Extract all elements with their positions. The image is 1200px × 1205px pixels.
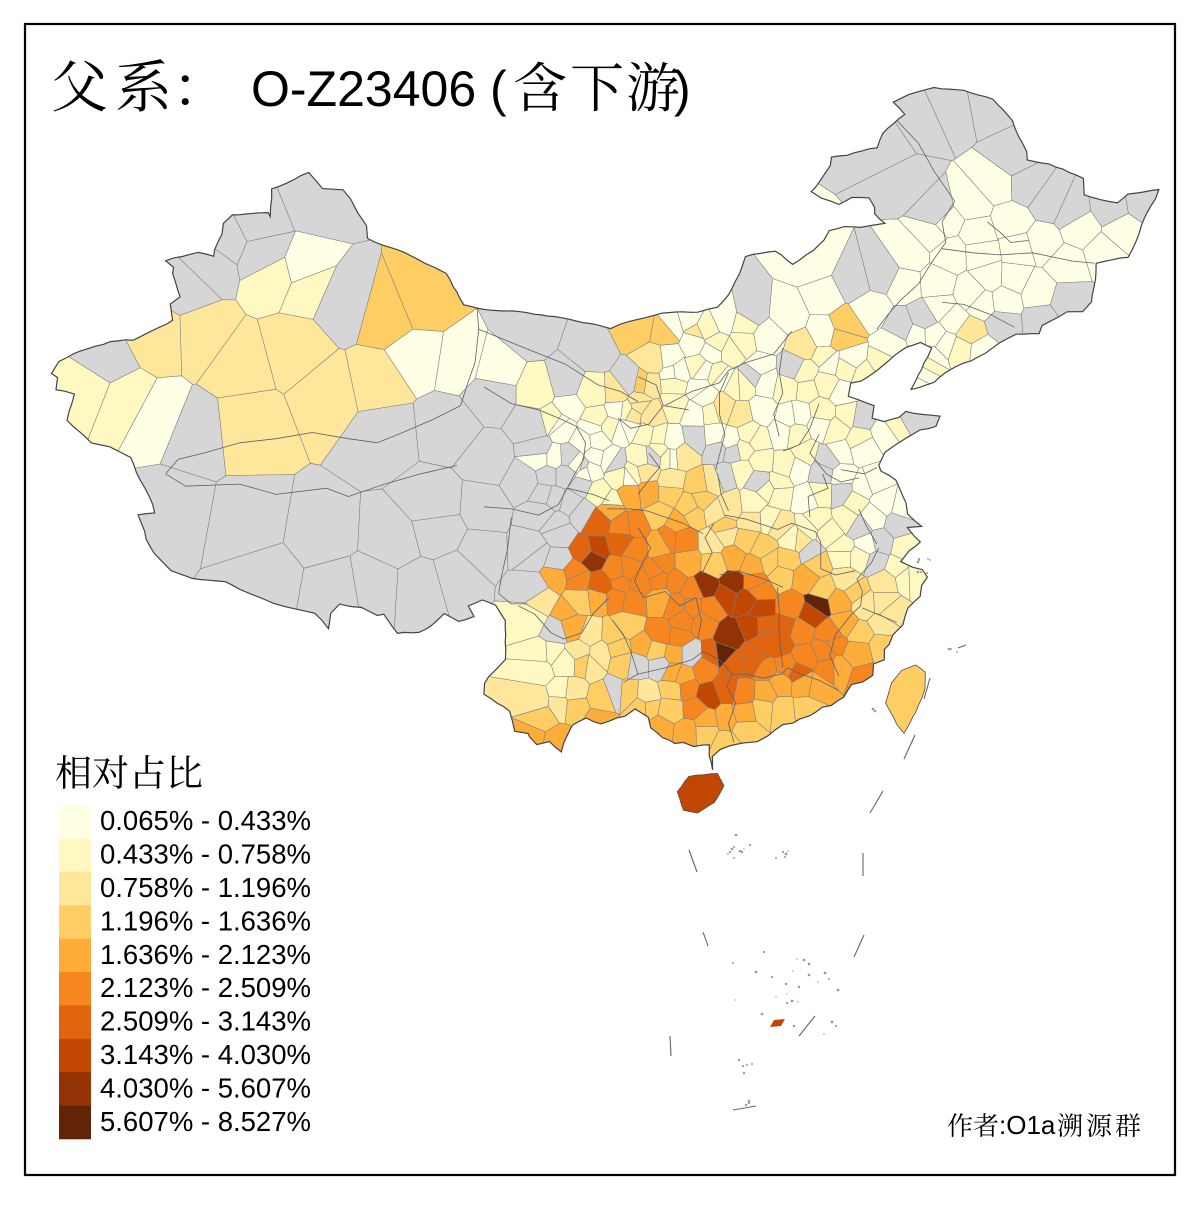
svg-text::O1a: :O1a — [999, 1110, 1056, 1140]
svg-text:4.030% - 5.607%: 4.030% - 5.607% — [100, 1072, 311, 1103]
svg-text:1.636% - 2.123%: 1.636% - 2.123% — [100, 939, 311, 970]
svg-text:0.433% - 0.758%: 0.433% - 0.758% — [100, 839, 311, 870]
svg-text:5.607% - 8.527%: 5.607% - 8.527% — [100, 1106, 311, 1137]
svg-text:2.123% - 2.509%: 2.123% - 2.509% — [100, 972, 311, 1003]
svg-text:1.196% - 1.636%: 1.196% - 1.636% — [100, 905, 311, 936]
svg-text:0.758% - 1.196%: 0.758% - 1.196% — [100, 872, 311, 903]
svg-text:O-Z23406 (: O-Z23406 ( — [251, 61, 507, 117]
svg-text:2.509% - 3.143%: 2.509% - 3.143% — [100, 1006, 311, 1037]
svg-text:3.143% - 4.030%: 3.143% - 4.030% — [100, 1039, 311, 1070]
svg-text:): ) — [674, 61, 691, 117]
svg-text:0.065% - 0.433%: 0.065% - 0.433% — [100, 805, 311, 836]
